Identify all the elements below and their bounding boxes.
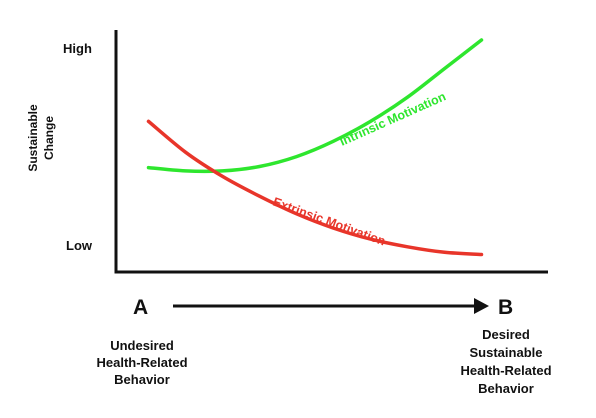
progress-arrow-head — [474, 298, 489, 314]
start-description-line-1: Undesired — [110, 338, 174, 353]
series-line-intrinsic-motivation — [146, 38, 484, 174]
start-point-description: Undesired Health-Related Behavior — [96, 338, 187, 387]
end-description-line-2: Sustainable — [470, 345, 543, 360]
end-description-line-4: Behavior — [478, 381, 534, 396]
y-axis-title-line-2: Change — [42, 116, 56, 160]
end-point-letter: B — [498, 296, 513, 319]
start-point-letter: A — [133, 296, 148, 319]
y-axis-title: Sustainable Change — [26, 104, 56, 172]
y-axis-title-line-1: Sustainable — [26, 104, 40, 172]
start-description-line-3: Behavior — [114, 372, 170, 387]
y-tick-high: High — [63, 41, 92, 56]
series-label-extrinsic-motivation: Extrinsic Motivation — [271, 195, 387, 249]
y-tick-low: Low — [66, 238, 93, 253]
end-point-description: Desired Sustainable Health-Related Behav… — [460, 327, 551, 396]
end-description-line-3: Health-Related — [460, 363, 551, 378]
end-description-line-1: Desired — [482, 327, 530, 342]
start-description-line-2: Health-Related — [96, 355, 187, 370]
series-label-intrinsic-motivation: Intrinsic Motivation — [338, 89, 448, 148]
series-line-extrinsic-motivation — [146, 119, 484, 257]
